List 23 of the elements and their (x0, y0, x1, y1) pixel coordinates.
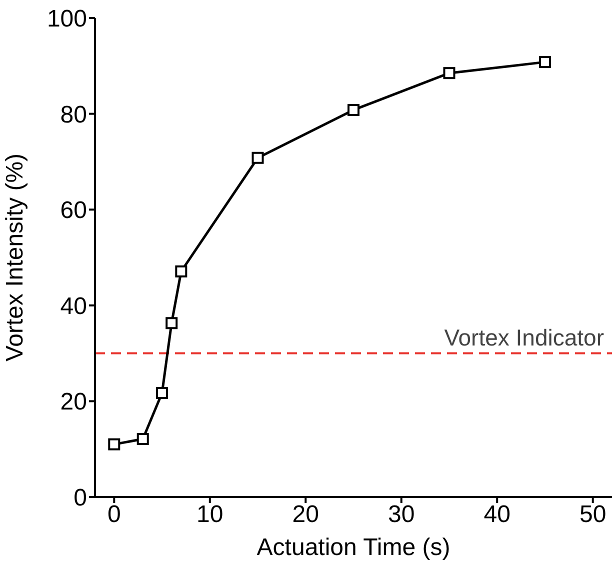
point (175, 265, 188, 278)
ref-line-label: Vortex Indicator (444, 324, 604, 350)
point (166, 317, 178, 330)
y-axis-title: Vortex Intensity (%) (2, 153, 29, 362)
x-tick-label: 0 (107, 501, 121, 528)
x-tick-label: 20 (292, 501, 319, 528)
point (252, 152, 264, 164)
point (538, 56, 551, 68)
point (156, 387, 168, 400)
y-tick-label: 60 (60, 197, 87, 224)
point (348, 104, 360, 116)
x-tick-label: 50 (580, 501, 606, 528)
x-tick-label: 10 (196, 501, 224, 528)
x-tick-label: 40 (484, 501, 510, 528)
x-axis-title: Actuation Time (s) (256, 534, 450, 561)
x-tick-label: 30 (388, 501, 415, 528)
y-tick-label: 80 (60, 101, 87, 128)
y-tick-label: 20 (60, 388, 87, 416)
point (136, 433, 149, 446)
point (108, 438, 120, 450)
y-tick-label: 40 (60, 292, 87, 320)
point (443, 67, 456, 80)
y-tick-label: 100 (46, 6, 87, 33)
